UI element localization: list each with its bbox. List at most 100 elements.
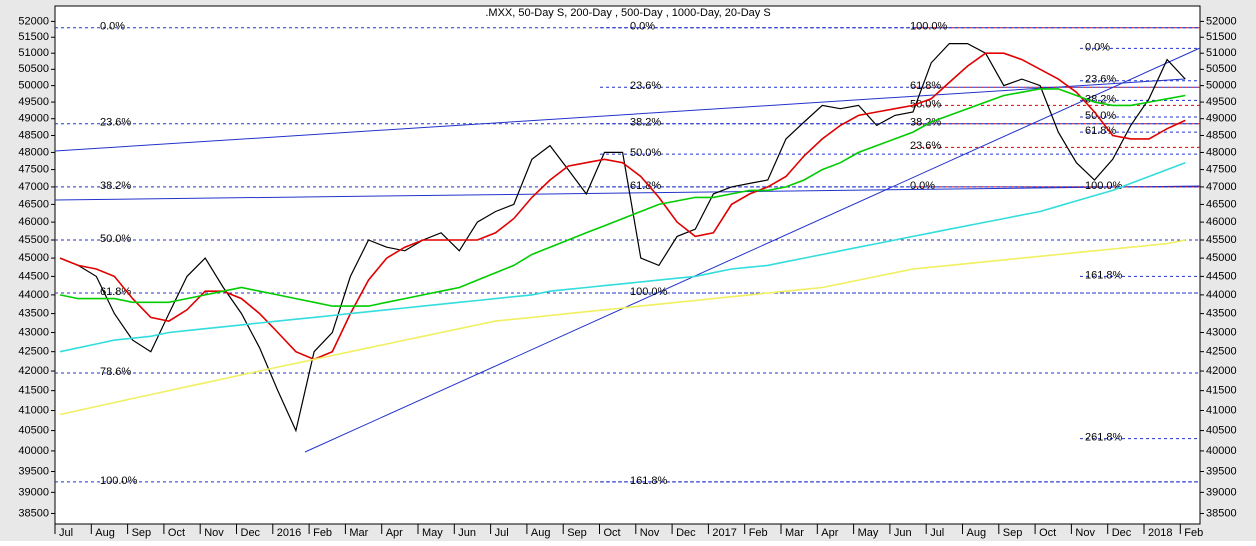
fib-label: 23.6% <box>910 140 941 152</box>
y-tick-label: 47000 <box>18 181 49 193</box>
fib-label: 38.2% <box>100 180 131 192</box>
fib-label: 61.8% <box>630 180 661 192</box>
fib-label: 61.8% <box>1085 125 1116 137</box>
y-tick-label: 48500 <box>18 129 49 141</box>
x-tick-label: Jun <box>458 527 476 539</box>
fib-label: 0.0% <box>1085 41 1110 53</box>
x-tick-label: Jul <box>930 527 944 539</box>
y-tick-label: 51500 <box>1206 31 1237 43</box>
x-tick-label: Oct <box>168 527 185 539</box>
trendline <box>54 78 1186 152</box>
trendline <box>304 47 1201 453</box>
y-tick-label: 41500 <box>18 385 49 397</box>
y-tick-label: 50000 <box>1206 80 1237 92</box>
fib-label: 261.8% <box>1085 432 1123 444</box>
series-line <box>59 239 1186 416</box>
y-tick-label: 46500 <box>18 198 49 210</box>
fib-label: 23.6% <box>630 80 661 92</box>
fib-label: 161.8% <box>1085 269 1123 281</box>
y-tick-label: 48000 <box>1206 146 1237 158</box>
y-tick-label: 48000 <box>18 146 49 158</box>
y-tick-label: 42500 <box>1206 346 1237 358</box>
y-tick-label: 41000 <box>18 404 49 416</box>
fib-label: 0.0% <box>910 180 935 192</box>
fib-label: 161.8% <box>630 475 668 487</box>
x-tick-label: Feb <box>1184 527 1203 539</box>
y-tick-label: 41000 <box>1206 404 1237 416</box>
y-tick-label: 49500 <box>1206 96 1237 108</box>
y-tick-label: 52000 <box>18 15 49 27</box>
y-tick-label: 41500 <box>1206 385 1237 397</box>
y-tick-label: 44000 <box>18 289 49 301</box>
y-tick-label: 39000 <box>1206 486 1237 498</box>
x-tick-label: Nov <box>1075 527 1095 539</box>
y-tick-label: 47000 <box>1206 181 1237 193</box>
trendline <box>54 185 1201 201</box>
x-tick-label: 2016 <box>277 527 301 539</box>
series-line <box>59 88 1186 307</box>
y-tick-label: 49000 <box>18 113 49 125</box>
y-tick-label: 39500 <box>18 465 49 477</box>
y-tick-label: 40500 <box>1206 424 1237 436</box>
fib-label: 78.6% <box>100 366 131 378</box>
chart-title: .MXX, 50-Day S, 200-Day , 500-Day , 1000… <box>485 7 770 19</box>
x-tick-label: Apr <box>821 527 838 539</box>
fib-label: 23.6% <box>1085 74 1116 86</box>
fib-label: 50.0% <box>910 98 941 110</box>
y-tick-label: 43500 <box>18 307 49 319</box>
y-tick-label: 45000 <box>18 252 49 264</box>
y-tick-label: 43000 <box>18 326 49 338</box>
x-tick-label: Feb <box>749 527 768 539</box>
y-tick-label: 42000 <box>1206 365 1237 377</box>
fib-label: 0.0% <box>630 21 655 33</box>
x-tick-label: Jun <box>894 527 912 539</box>
y-tick-label: 44500 <box>1206 270 1237 282</box>
x-tick-label: May <box>422 527 443 539</box>
fib-label: 100.0% <box>100 475 138 487</box>
x-tick-label: Mar <box>349 527 368 539</box>
y-tick-label: 40000 <box>18 445 49 457</box>
y-tick-label: 45500 <box>1206 234 1237 246</box>
y-tick-label: 38500 <box>1206 507 1237 519</box>
y-tick-label: 47500 <box>18 163 49 175</box>
y-tick-label: 45000 <box>1206 252 1237 264</box>
fib-label: 50.0% <box>100 233 131 245</box>
y-tick-label: 40000 <box>1206 445 1237 457</box>
y-tick-label: 46500 <box>1206 198 1237 210</box>
x-tick-label: 2018 <box>1148 527 1172 539</box>
y-tick-label: 45500 <box>18 234 49 246</box>
x-tick-label: May <box>858 527 879 539</box>
fib-label: 38.2% <box>630 117 661 129</box>
x-tick-label: Oct <box>604 527 621 539</box>
x-tick-label: Nov <box>640 527 660 539</box>
x-tick-label: Dec <box>241 527 261 539</box>
y-tick-label: 38500 <box>18 507 49 519</box>
y-tick-label: 50000 <box>18 80 49 92</box>
y-tick-label: 49500 <box>18 96 49 108</box>
fib-label: 0.0% <box>100 21 125 33</box>
x-tick-label: Aug <box>967 527 987 539</box>
x-tick-label: Dec <box>676 527 696 539</box>
series-line <box>59 161 1186 353</box>
fib-label: 38.2% <box>910 117 941 129</box>
x-tick-label: Jul <box>59 527 73 539</box>
y-tick-label: 42000 <box>18 365 49 377</box>
x-tick-label: Sep <box>1003 527 1023 539</box>
y-tick-label: 50500 <box>1206 63 1237 75</box>
fib-label: 50.0% <box>630 147 661 159</box>
x-tick-label: 2017 <box>712 527 736 539</box>
x-tick-label: Nov <box>204 527 224 539</box>
fib-label: 100.0% <box>1085 180 1123 192</box>
y-tick-label: 49000 <box>1206 113 1237 125</box>
x-tick-label: Jul <box>495 527 509 539</box>
y-tick-label: 46000 <box>1206 216 1237 228</box>
y-tick-label: 51000 <box>1206 47 1237 59</box>
y-tick-label: 47500 <box>1206 163 1237 175</box>
fib-label: 23.6% <box>100 117 131 129</box>
y-tick-label: 42500 <box>18 346 49 358</box>
y-tick-label: 46000 <box>18 216 49 228</box>
x-tick-label: Dec <box>1112 527 1132 539</box>
x-tick-label: Sep <box>567 527 587 539</box>
x-tick-label: Feb <box>313 527 332 539</box>
